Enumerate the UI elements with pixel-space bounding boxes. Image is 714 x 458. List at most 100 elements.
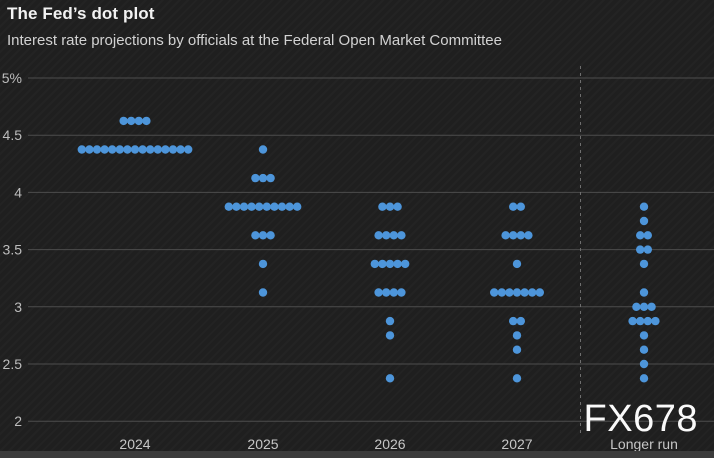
dot-longer-run-2.75 [639,331,649,340]
dot-2025-4.125 [251,173,260,183]
dot-2025-3.125 [258,288,268,297]
dot-2025-3.875 [224,202,233,211]
dot-2024-4.375 [184,145,193,154]
dot-2026-3.625 [374,231,383,240]
chart-title: The Fed’s dot plot [7,4,155,23]
x-axis-label: 2027 [501,436,532,452]
dot-2026-3.625 [382,231,391,240]
dot-2025-3.625 [258,231,268,240]
dot-2024-4.375 [85,145,94,154]
dot-2027-3.125 [520,288,529,297]
dot-2027-3.125 [512,288,522,297]
dot-2026-3.375 [393,259,402,269]
dot-2025-3.875 [255,202,264,211]
dot-2027-2.625 [512,345,522,354]
dot-2024-4.375 [92,145,102,154]
dot-2025-4.125 [258,173,268,183]
dot-2025-3.875 [270,202,279,211]
dot-2025-3.875 [293,202,302,211]
dot-longer-run-2.375 [639,374,649,383]
y-tick-label: 3 [14,299,22,315]
dot-2025-3.875 [239,202,249,211]
dot-longer-run-3.875 [639,202,649,211]
footer-bar [0,451,714,458]
dot-2027-3.625 [501,231,510,240]
dot-2024-4.375 [115,145,125,154]
x-axis-label: Longer run [610,436,678,452]
dot-2027-2.875 [509,316,518,326]
dot-2027-3.875 [516,202,525,211]
dot-2027-2.375 [512,374,522,383]
dot-2027-2.875 [516,316,525,326]
dot-longer-run-2.625 [639,345,649,354]
y-tick-label: 4.5 [3,127,23,143]
dot-2027-2.75 [512,331,522,340]
dot-2026-2.875 [385,316,395,326]
dot-2025-3.375 [258,259,268,269]
dot-2024-4.375 [77,145,87,154]
y-tick-label: 4 [14,184,22,200]
dot-2025-3.875 [277,202,287,211]
dot-longer-run-3.5 [636,245,645,254]
dot-longer-run-3 [639,302,649,311]
dot-2027-3.125 [490,288,499,297]
dot-longer-run-2.875 [636,316,645,326]
dot-longer-run-3 [632,302,641,311]
x-axis-label: 2025 [247,436,278,452]
dot-2024-4.375 [153,145,162,154]
dot-2027-3.875 [509,202,518,211]
dot-2026-3.625 [389,231,398,240]
dot-2026-2.75 [385,331,395,340]
dot-2025-3.875 [262,202,271,211]
dot-2024-4.625 [134,116,143,126]
dot-2026-3.375 [385,259,395,269]
chart-subtitle: Interest rate projections by officials a… [7,32,502,49]
dot-2024-4.625 [127,116,136,126]
dot-longer-run-2.875 [651,316,660,326]
dot-2026-3.875 [378,202,387,211]
dot-2024-4.375 [100,145,109,154]
dot-longer-run-3.5 [643,245,652,254]
dot-2025-4.375 [258,145,268,154]
dot-2026-3.125 [389,288,398,297]
dot-2026-3.125 [374,288,383,297]
dot-2026-3.375 [378,259,387,269]
dot-longer-run-3.75 [639,216,649,226]
dot-longer-run-2.875 [628,316,637,326]
dot-2027-3.625 [509,231,518,240]
y-tick-label: 2 [14,413,22,429]
dot-longer-run-3 [647,302,656,311]
dot-2027-3.625 [516,231,525,240]
y-tick-label: 5% [2,70,22,86]
dot-2024-4.375 [138,145,147,154]
dot-2027-3.125 [535,288,544,297]
dot-2024-4.375 [161,145,170,154]
dot-2026-3.125 [397,288,406,297]
y-tick-label: 3.5 [3,242,23,258]
dot-2026-2.375 [385,374,395,383]
dot-2026-3.125 [382,288,391,297]
dot-2024-4.375 [123,145,132,154]
x-axis-label: 2024 [119,436,150,452]
dot-2024-4.625 [142,116,151,126]
fx678-watermark: FX678 [583,398,698,440]
dot-2024-4.375 [146,145,155,154]
dot-longer-run-2.5 [639,359,649,369]
dot-2027-3.125 [528,288,537,297]
dot-2025-3.625 [266,231,275,240]
dot-2025-3.875 [232,202,241,211]
dot-longer-run-3.625 [636,231,645,240]
dot-2024-4.375 [130,145,140,154]
dot-2026-3.875 [393,202,402,211]
dot-2025-4.125 [266,173,275,183]
x-axis-label: 2026 [374,436,405,452]
y-tick-label: 2.5 [3,356,23,372]
dot-longer-run-3.625 [643,231,652,240]
dot-2027-3.625 [524,231,533,240]
dot-longer-run-3.125 [639,288,649,297]
dot-2026-3.625 [397,231,406,240]
dot-2024-4.625 [119,116,128,126]
dot-2025-3.875 [247,202,256,211]
dot-2026-3.875 [385,202,395,211]
